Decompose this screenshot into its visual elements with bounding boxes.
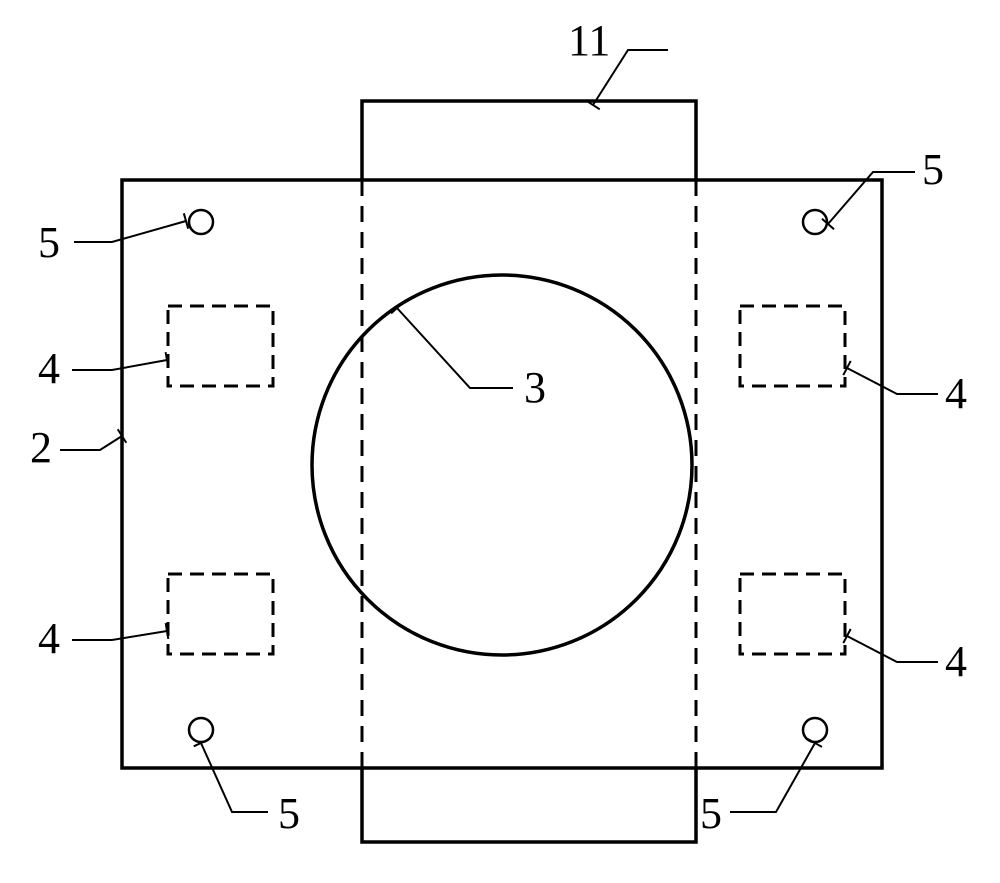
plate-2: [122, 180, 882, 768]
label-11: 11: [568, 16, 610, 65]
label-5_tr: 5: [922, 145, 944, 194]
label-5_bl: 5: [278, 789, 300, 838]
label-2: 2: [30, 423, 52, 472]
diagram-stage: 2 3 11 5 5 4 4 4 4 5 5: [0, 0, 1000, 883]
diagram-svg: 2 3 11 5 5 4 4 4 4 5 5: [0, 0, 1000, 883]
label-4_tl: 4: [38, 344, 60, 393]
label-5_tl: 5: [38, 218, 60, 267]
label-4_tr: 4: [945, 369, 967, 418]
label-4_bl: 4: [38, 614, 60, 663]
label-3: 3: [524, 363, 546, 412]
label-5_br: 5: [700, 789, 722, 838]
leader-2: [60, 436, 122, 450]
label-4_br: 4: [945, 637, 967, 686]
